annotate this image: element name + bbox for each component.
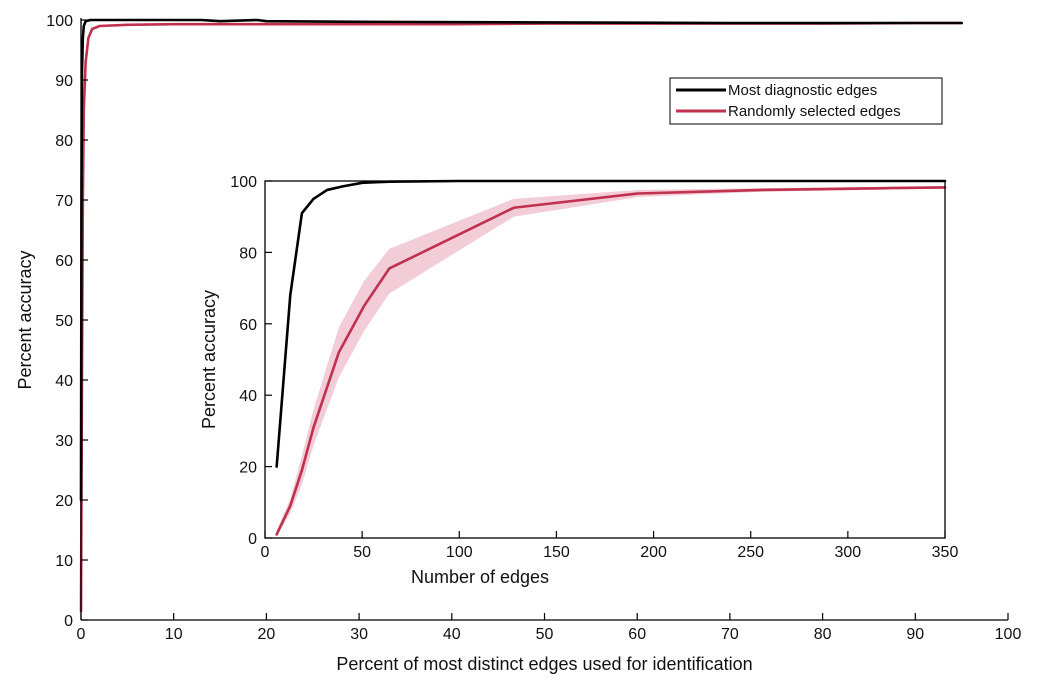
main-y-tick-label: 60: [55, 253, 73, 270]
main-y-tick-label: 0: [64, 613, 73, 630]
main-y-tick-label: 10: [55, 553, 73, 570]
inset-x-tick-label: 200: [640, 544, 667, 561]
main-x-tick-label: 80: [814, 626, 832, 643]
inset-x-tick-label: 150: [543, 544, 570, 561]
main-y-tick-label: 90: [55, 73, 73, 90]
main-y-tick-label: 40: [55, 373, 73, 390]
inset-background: [265, 181, 945, 538]
main-x-tick-label: 70: [721, 626, 739, 643]
main-y-axis-label: Percent accuracy: [15, 250, 35, 389]
main-x-tick-label: 10: [165, 626, 183, 643]
inset-y-tick-label: 40: [239, 388, 257, 405]
main-x-tick-label: 30: [350, 626, 368, 643]
legend-box: [669, 77, 943, 125]
legend-label-randomly-selected: Randomly selected edges: [728, 103, 901, 120]
legend-label-most-diagnostic: Most diagnostic edges: [728, 82, 877, 99]
inset-ticks: 0 50 100 150 200 250 300 350 0 20 40 60 80 100: [230, 174, 958, 561]
main-series-layer: [79, 18, 963, 613]
main-y-tick-label: 70: [55, 193, 73, 210]
main-x-tick-label: 100: [995, 626, 1022, 643]
inset-y-tick-label: 60: [239, 317, 257, 334]
main-x-tick-label: 40: [443, 626, 461, 643]
inset-x-tick-label: 100: [446, 544, 473, 561]
main-y-tick-label: 80: [55, 133, 73, 150]
main-series-line-most-diagnostic-edges: [79, 18, 963, 502]
inset-y-axis-label: Percent accuracy: [199, 290, 219, 429]
main-x-tick-label: 90: [906, 626, 924, 643]
inset-y-tick-label: 0: [248, 531, 257, 548]
main-y-tick-label: 50: [55, 313, 73, 330]
main-plot: 0 10 20 30 40 50 60 70 80 90 100 0 10 20 30 40 50 60 70 80 9…: [15, 13, 1021, 674]
main-x-tick-label: 50: [536, 626, 554, 643]
inset-plot: 0 50 100 150 200 250 300 350 0 20 40 60 80 100 Number…: [199, 174, 958, 587]
inset-x-tick-label: 0: [261, 544, 270, 561]
inset-y-tick-label: 100: [230, 174, 257, 191]
main-y-tick-label: 30: [55, 433, 73, 450]
inset-y-tick-label: 80: [239, 245, 257, 262]
main-ticks: 0 10 20 30 40 50 60 70 80 90 100 0 10 20 30 40 50 60 70 80 9…: [46, 13, 1021, 643]
inset-x-tick-label: 50: [353, 544, 371, 561]
main-x-axis-label: Percent of most distinct edges used for …: [336, 654, 752, 674]
inset-x-tick-label: 350: [932, 544, 959, 561]
main-y-tick-label: 20: [55, 493, 73, 510]
main-y-tick-label: 100: [46, 13, 73, 30]
inset-x-axis-label: Number of edges: [411, 567, 549, 587]
inset-x-tick-label: 250: [737, 544, 764, 561]
inset-y-tick-label: 20: [239, 460, 257, 477]
main-x-tick-label: 60: [628, 626, 646, 643]
inset-frame: [264, 180, 946, 539]
inset-x-tick-label: 300: [835, 544, 862, 561]
main-x-tick-label: 20: [258, 626, 276, 643]
legend: Most diagnostic edges Randomly selected …: [669, 77, 943, 125]
main-x-tick-label: 0: [77, 626, 86, 643]
inset-series-line-randomly-selected-edges: [275, 186, 947, 536]
